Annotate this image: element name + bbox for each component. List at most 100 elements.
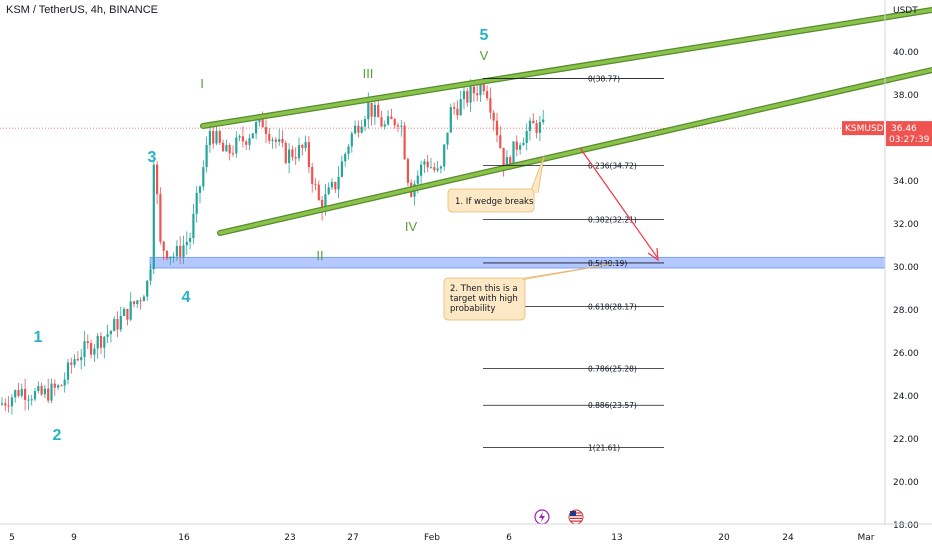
candle-body [251, 133, 254, 139]
candle-body [80, 357, 83, 361]
candle-body [495, 120, 499, 136]
candle-body [30, 399, 33, 401]
chart-title: KSM / TetherUS, 4h, BINANCE [6, 4, 159, 16]
candle-body [93, 348, 96, 355]
candle-body [416, 175, 419, 184]
candle-body [370, 102, 373, 117]
candle-body [205, 145, 208, 168]
candle-body [192, 213, 195, 239]
candle-body [304, 142, 307, 148]
candle-body [294, 157, 297, 159]
candle-body [472, 86, 475, 94]
candle-body [109, 331, 112, 335]
candle-body [96, 335, 99, 349]
wave-label-secondary: III [363, 66, 374, 81]
candle-body [340, 161, 343, 177]
fib-level-label: 1(21.61) [588, 443, 620, 452]
wave-label-secondary: V [480, 48, 489, 63]
candle-body [406, 159, 409, 183]
candle-body [149, 269, 152, 281]
candle-body [453, 107, 456, 109]
candle-body [357, 125, 360, 133]
candle-body [103, 336, 106, 348]
candle-body [90, 343, 93, 355]
candle-body [456, 108, 459, 116]
candle-body [185, 241, 188, 246]
candle-body [505, 157, 508, 169]
candle-body [182, 245, 185, 257]
candle-body [195, 192, 198, 214]
candle-body [499, 135, 502, 148]
price-tag [886, 121, 932, 147]
candle-body [489, 98, 492, 113]
lightning-icon[interactable] [534, 509, 550, 525]
candle-body [50, 383, 53, 401]
candle-body [215, 131, 218, 144]
x-tick-label: 5 [9, 533, 15, 543]
wave-label-primary: 3 [148, 149, 157, 166]
candle-body [248, 138, 251, 145]
candle-body [350, 133, 353, 147]
wave-label-primary: 4 [182, 289, 191, 306]
wave-label-secondary: II [316, 248, 323, 263]
candle-body [165, 250, 169, 259]
candle-body [70, 362, 73, 365]
y-tick-label: 26.00 [893, 349, 919, 359]
wave-label-primary: 2 [53, 427, 62, 444]
candle-body [255, 122, 258, 134]
candle-body [136, 300, 139, 305]
candle-body [449, 107, 452, 133]
candle-body [99, 335, 103, 348]
candle-body [60, 385, 63, 387]
candle-body [235, 137, 238, 154]
candle-body [106, 334, 109, 337]
fib-level-label: 0(38.77) [588, 74, 620, 83]
candle-body [139, 300, 142, 302]
candle-body [446, 132, 449, 145]
candle-body [7, 405, 10, 407]
candle-body [10, 397, 13, 407]
candle-body [439, 166, 442, 169]
candle-body [119, 316, 122, 330]
note1-box[interactable] [447, 188, 535, 213]
candle-body [400, 125, 403, 127]
candle-body [317, 184, 320, 201]
candle-body [502, 147, 505, 169]
y-tick-label: 38.00 [893, 91, 919, 101]
candle-body [297, 145, 301, 159]
us-flag-icon[interactable] [568, 509, 584, 525]
price-tag-value: 36.46 [891, 124, 917, 134]
x-tick-label: 24 [782, 533, 794, 543]
candle-body [14, 390, 17, 398]
candle-body [443, 144, 446, 167]
y-tick-label: 22.00 [893, 435, 919, 445]
note2-box[interactable] [443, 277, 526, 321]
candle-body [284, 142, 287, 163]
candle-body [159, 194, 162, 242]
y-tick-label: 28.00 [893, 306, 919, 316]
symbol-tag [842, 121, 884, 136]
fib-level-label: 0.618(28.17) [588, 302, 637, 311]
fib-level-label: 0.786(25.28) [588, 364, 637, 373]
candle-body [175, 245, 178, 257]
candle-body [330, 182, 334, 188]
candle-body [337, 176, 340, 190]
candle-body [146, 280, 149, 297]
candle-body [459, 99, 462, 116]
y-tick-label: 40.00 [893, 48, 919, 58]
x-tick-label: 27 [347, 533, 358, 543]
candle-body [288, 149, 291, 163]
candle-body [123, 308, 126, 317]
candle-body [486, 91, 489, 99]
candle-body [469, 86, 472, 103]
candle-body [426, 161, 429, 168]
candle-body [354, 125, 357, 134]
candle-body [53, 383, 56, 388]
y-tick-label: 20.00 [893, 478, 919, 488]
candle-body [63, 379, 66, 386]
candle-body [373, 104, 376, 117]
candle-body [40, 386, 43, 395]
candle-body [198, 186, 202, 193]
candle-body [482, 84, 485, 92]
